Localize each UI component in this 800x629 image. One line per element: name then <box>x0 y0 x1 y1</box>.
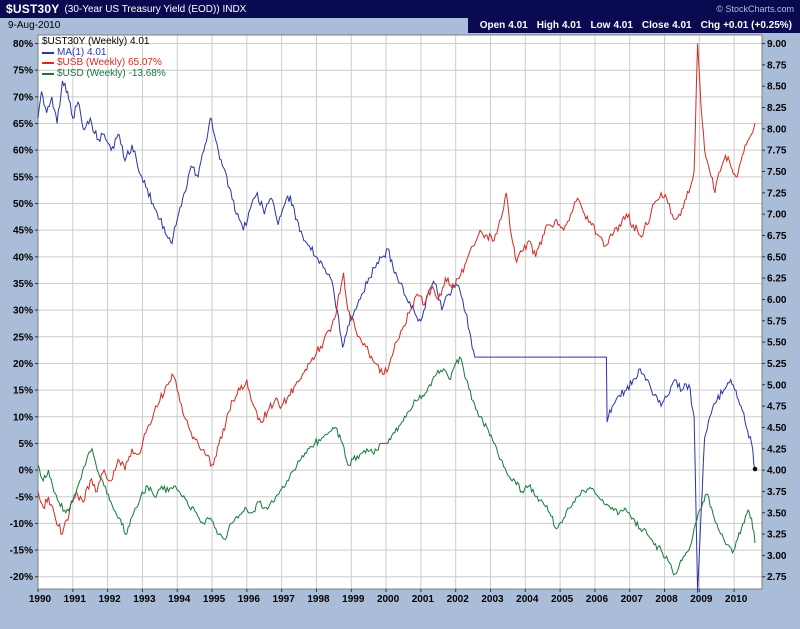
left-axis-label: 10% <box>13 412 33 423</box>
left-axis-label: 30% <box>13 306 33 317</box>
left-axis-label: 55% <box>13 172 33 183</box>
left-axis-label: 15% <box>13 386 33 397</box>
year-axis-label: 2008 <box>655 594 678 605</box>
left-axis-label: -15% <box>10 546 33 557</box>
legend-item-usd: $USD (Weekly) -13.68% <box>42 67 166 80</box>
left-axis-label: 75% <box>13 66 33 77</box>
copyright: © StockCharts.com <box>716 4 794 14</box>
left-axis-label: 40% <box>13 252 33 263</box>
year-axis-label: 2001 <box>412 594 435 605</box>
right-axis-label: 3.25 <box>767 530 787 541</box>
right-axis-label: 7.75 <box>767 146 787 157</box>
ust30y-series-line <box>37 80 756 593</box>
legend-item-label: $USD (Weekly) -13.68% <box>57 67 166 79</box>
right-axis-label: 7.00 <box>767 210 787 221</box>
usd-line-swatch <box>42 72 54 75</box>
last-point-dot <box>752 466 758 472</box>
left-axis-label: 70% <box>13 92 33 103</box>
right-axis-label: 6.50 <box>767 252 787 263</box>
ma-line-swatch <box>42 51 54 54</box>
quote-low: Low 4.01 <box>590 20 633 31</box>
right-axis-label: 2.75 <box>767 572 787 583</box>
right-axis-label: 4.50 <box>767 423 787 434</box>
left-axis-label: -5% <box>15 492 33 503</box>
left-axis-label: 80% <box>13 39 33 50</box>
legend-main-series: $UST30Y (Weekly) 4.01 <box>42 36 150 47</box>
year-axis-label: 2005 <box>551 594 574 605</box>
right-axis-label: 5.25 <box>767 359 787 370</box>
right-axis-label: 5.00 <box>767 380 787 391</box>
year-axis-label: 1995 <box>203 594 226 605</box>
year-axis-label: 1996 <box>238 594 261 605</box>
legend-item-usb: $USB (Weekly) 65.07% <box>42 57 166 69</box>
left-axis-label: 60% <box>13 146 33 157</box>
left-axis-label: 0% <box>19 466 34 477</box>
year-axis-label: 1997 <box>273 594 296 605</box>
year-axis-label: 1992 <box>98 594 121 605</box>
year-axis-label: 2009 <box>690 594 713 605</box>
year-axis-label: 1993 <box>133 594 156 605</box>
plot-frame <box>37 34 763 590</box>
quote-bar: Open 4.01 High 4.01 Low 4.01 Close 4.01 Chg +… <box>467 18 800 33</box>
right-axis-label: 5.75 <box>767 316 787 327</box>
right-axis-label: 9.00 <box>767 39 787 50</box>
quote-open: Open 4.01 <box>479 20 528 31</box>
left-axis-label: 45% <box>13 226 33 237</box>
year-axis-label: 1994 <box>168 594 191 605</box>
right-axis-label: 8.50 <box>767 82 787 93</box>
right-axis-label: 6.00 <box>767 295 787 306</box>
right-axis-label: 8.25 <box>767 103 787 114</box>
chart-description: (30-Year US Treasury Yield (EOD)) INDX <box>64 3 247 15</box>
quote-change: Chg +0.01 (+0.25%) <box>700 20 792 31</box>
sub-header: 9-Aug-2010 Open 4.01 High 4.01 Low 4.01 Clo… <box>0 18 800 33</box>
right-axis-label: 6.25 <box>767 274 787 285</box>
quote-high: High 4.01 <box>536 20 582 31</box>
right-axis-label: 4.25 <box>767 444 787 455</box>
left-axis-label: -20% <box>10 572 33 583</box>
left-axis-label: 65% <box>13 119 33 130</box>
usb-line-swatch <box>42 62 54 65</box>
right-axis-label: 3.00 <box>767 551 787 562</box>
year-axis-label: 1991 <box>64 594 87 605</box>
right-axis-label: 5.50 <box>767 338 787 349</box>
year-axis-label: 2010 <box>725 594 748 605</box>
legend: $UST30Y (Weekly) 4.01 MA(1) 4.01 $USB (W… <box>42 36 166 80</box>
usd-series-line <box>37 356 756 576</box>
year-axis-label: 2003 <box>481 594 504 605</box>
right-axis-label: 8.75 <box>767 60 787 71</box>
year-axis-label: 1998 <box>307 594 330 605</box>
usb-series-line <box>37 43 756 535</box>
year-axis-label: 2000 <box>377 594 400 605</box>
right-axis-label: 6.75 <box>767 231 787 242</box>
year-axis-label: 2002 <box>447 594 470 605</box>
year-axis-label: 1999 <box>342 594 365 605</box>
symbol: $UST30Y <box>6 2 60 16</box>
left-axis-label: 5% <box>19 439 34 450</box>
right-axis-label: 7.50 <box>767 167 787 178</box>
year-axis-label: 2006 <box>586 594 609 605</box>
right-axis-label: 4.00 <box>767 466 787 477</box>
chart-date: 9-Aug-2010 <box>8 20 61 31</box>
legend-item-label: MA(1) 4.01 <box>57 46 107 58</box>
quote-close: Close 4.01 <box>641 20 692 31</box>
right-axis-label: 3.50 <box>767 508 787 519</box>
right-axis-label: 3.75 <box>767 487 787 498</box>
right-axis-label: 7.25 <box>767 188 787 199</box>
left-axis-label: 25% <box>13 332 33 343</box>
left-axis-label: 50% <box>13 199 33 210</box>
year-axis-label: 2007 <box>621 594 644 605</box>
year-axis-label: 1990 <box>29 594 52 605</box>
left-axis-label: -10% <box>10 519 33 530</box>
legend-item-ma: MA(1) 4.01 <box>42 46 166 59</box>
chart-header: $UST30Y (30-Year US Treasury Yield (EOD)… <box>0 0 800 18</box>
plot-area <box>38 35 762 589</box>
right-axis-label: 8.00 <box>767 124 787 135</box>
left-axis-label: 20% <box>13 359 33 370</box>
year-axis-label: 2004 <box>516 594 539 605</box>
right-axis-label: 4.75 <box>767 402 787 413</box>
legend-item-label: $USB (Weekly) 65.07% <box>57 57 162 68</box>
left-axis-label: 35% <box>13 279 33 290</box>
